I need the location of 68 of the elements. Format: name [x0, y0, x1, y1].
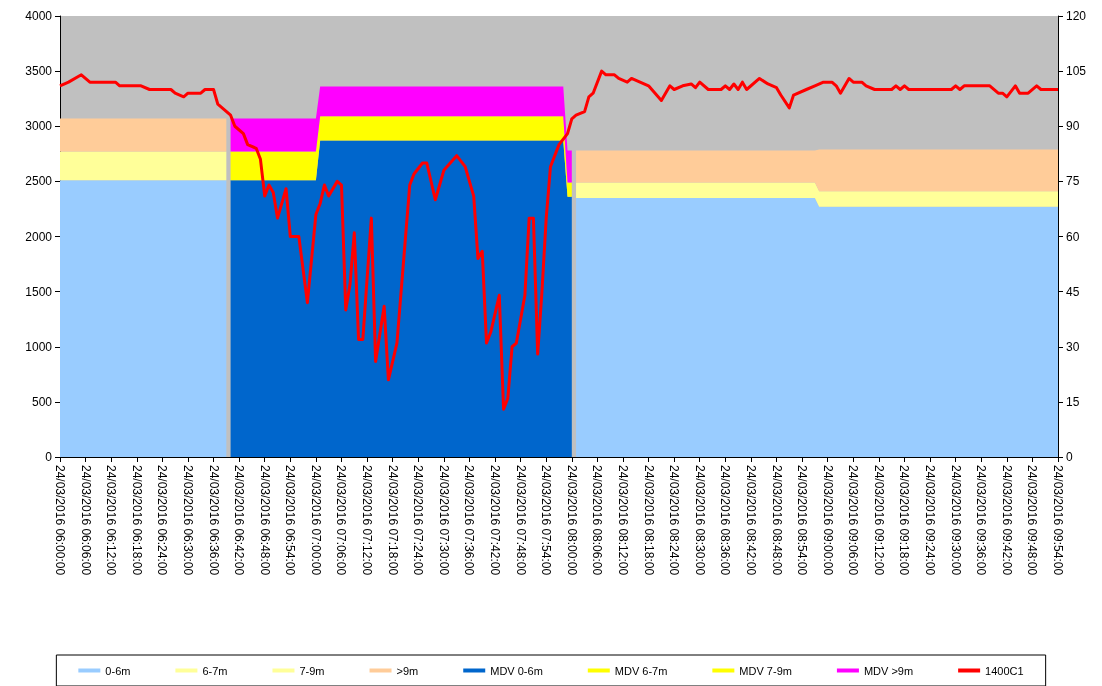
- x-tick-label: 24/03/2016 06:06:00: [78, 465, 93, 576]
- y2-tick-label: 105: [1066, 64, 1087, 79]
- legend-label: 7-9m: [299, 664, 325, 677]
- x-tick-label: 24/03/2016 06:42:00: [232, 465, 247, 576]
- x-tick-label: 24/03/2016 09:00:00: [820, 465, 835, 576]
- legend-label: MDV 7-9m: [739, 664, 792, 677]
- y2-tick-label: 15: [1066, 394, 1080, 409]
- legend-label: MDV 0-6m: [490, 664, 543, 677]
- y-tick-label: 2500: [25, 174, 53, 189]
- y2-tick-label: 90: [1066, 119, 1080, 134]
- x-tick-label: 24/03/2016 06:24:00: [155, 465, 170, 576]
- x-tick-label: 24/03/2016 08:54:00: [795, 465, 810, 576]
- y-tick-label: 1000: [25, 339, 53, 354]
- x-tick-label: 24/03/2016 09:30:00: [948, 465, 963, 576]
- y-tick-label: 500: [31, 394, 53, 409]
- y2-tick-label: 75: [1066, 174, 1080, 189]
- x-tick-label: 24/03/2016 08:06:00: [590, 465, 605, 576]
- x-tick-label: 24/03/2016 07:06:00: [334, 465, 349, 576]
- x-tick-label: 24/03/2016 07:36:00: [462, 465, 477, 576]
- x-tick-label: 24/03/2016 07:42:00: [488, 465, 503, 576]
- x-tick-label: 24/03/2016 06:36:00: [206, 465, 221, 576]
- legend-label: 6-7m: [202, 664, 228, 677]
- legend-label: 1400C1: [985, 664, 1024, 677]
- legend-label: 0-6m: [105, 664, 131, 677]
- x-tick-label: 24/03/2016 06:54:00: [283, 465, 298, 576]
- x-tick-label: 24/03/2016 06:00:00: [53, 465, 67, 576]
- x-tick-label: 24/03/2016 09:36:00: [974, 465, 989, 576]
- y2-tick-label: 0: [1066, 450, 1073, 464]
- x-tick-label: 24/03/2016 09:18:00: [897, 465, 912, 576]
- y-tick-label: 1500: [25, 284, 53, 299]
- x-tick-label: 24/03/2016 07:24:00: [411, 465, 426, 576]
- x-tick-label: 24/03/2016 08:42:00: [743, 465, 758, 576]
- x-tick-label: 24/03/2016 08:12:00: [615, 465, 630, 576]
- x-tick-label: 24/03/2016 07:48:00: [513, 465, 528, 576]
- legend-label: >9m: [396, 664, 419, 677]
- x-tick-label: 24/03/2016 08:00:00: [564, 465, 579, 576]
- x-tick-label: 24/03/2016 08:36:00: [718, 465, 733, 576]
- x-tick-label: 24/03/2016 06:12:00: [104, 465, 119, 576]
- x-tick-label: 24/03/2016 06:48:00: [257, 465, 272, 576]
- x-tick-label: 24/03/2016 09:06:00: [846, 465, 861, 576]
- x-tick-label: 24/03/2016 08:48:00: [769, 465, 784, 576]
- y-tick-label: 4000: [25, 9, 53, 23]
- x-tick-label: 24/03/2016 07:18:00: [385, 465, 400, 576]
- x-tick-label: 24/03/2016 08:30:00: [692, 465, 707, 576]
- y-tick-label: 2000: [25, 229, 53, 244]
- x-tick-label: 24/03/2016 06:18:00: [129, 465, 144, 576]
- x-tick-label: 24/03/2016 09:12:00: [871, 465, 886, 576]
- legend-label: MDV >9m: [863, 664, 914, 677]
- y2-tick-label: 45: [1066, 284, 1080, 299]
- x-tick-label: 24/03/2016 08:18:00: [641, 465, 656, 576]
- x-tick-label: 24/03/2016 09:24:00: [923, 465, 938, 576]
- x-tick-label: 24/03/2016 07:54:00: [539, 465, 554, 576]
- x-tick-label: 24/03/2016 08:24:00: [667, 465, 682, 576]
- y-tick-label: 3000: [25, 119, 53, 134]
- y2-tick-label: 120: [1066, 9, 1087, 23]
- line-series: [58, 69, 1060, 411]
- x-tick-label: 24/03/2016 09:54:00: [1051, 465, 1065, 576]
- x-tick-label: 24/03/2016 09:42:00: [999, 465, 1014, 576]
- x-tick-label: 24/03/2016 07:00:00: [308, 465, 323, 576]
- x-tick-label: 24/03/2016 07:12:00: [360, 465, 375, 576]
- y-tick-label: 3500: [25, 64, 53, 79]
- x-tick-label: 24/03/2016 07:30:00: [436, 465, 451, 576]
- x-tick-label: 24/03/2016 09:48:00: [1025, 465, 1040, 576]
- y-tick-label: 0: [45, 450, 53, 464]
- x-tick-label: 24/03/2016 06:30:00: [180, 465, 195, 576]
- y2-tick-label: 30: [1066, 339, 1080, 354]
- y2-tick-label: 60: [1066, 229, 1080, 244]
- legend-label: MDV 6-7m: [614, 664, 668, 677]
